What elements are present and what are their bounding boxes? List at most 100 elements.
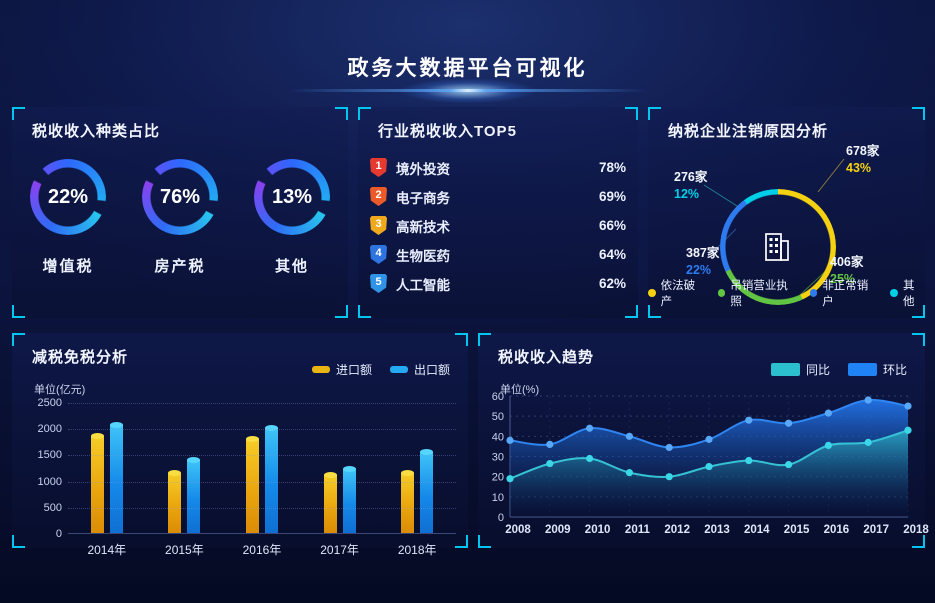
corner-bracket xyxy=(335,305,348,318)
svg-text:2011: 2011 xyxy=(625,524,651,536)
x-axis-tick-label: 2016年 xyxy=(242,543,282,557)
top5-rows: 1 境外投资 78% 2 电子商务 69% 3 高新技术 66% 4 生物医药 … xyxy=(370,153,626,298)
legend-label: 环比 xyxy=(882,363,907,377)
svg-text:2009: 2009 xyxy=(545,524,571,536)
import-bar xyxy=(401,469,415,533)
corner-bracket xyxy=(912,107,925,120)
svg-text:30: 30 xyxy=(492,452,504,464)
panel-tax-type-ratio: 税收收入种类占比 22% 增值税 76% 房产税 13% 其他 xyxy=(12,107,348,318)
svg-text:60: 60 xyxy=(492,391,504,403)
panel-title: 减税免税分析 xyxy=(32,349,129,366)
y-axis-tick-label: 0 xyxy=(55,528,62,540)
industry-percent: 78% xyxy=(598,160,626,175)
callout-406: 406家 25% xyxy=(830,254,863,288)
corner-bracket xyxy=(912,333,925,346)
gauge-ring xyxy=(254,159,330,235)
gauge-label: 其他 xyxy=(274,258,309,275)
svg-text:2013: 2013 xyxy=(704,524,730,536)
panel-title: 税收收入种类占比 xyxy=(32,123,161,140)
gauge-ring xyxy=(142,159,218,235)
industry-percent: 62% xyxy=(598,276,626,291)
svg-text:20: 20 xyxy=(492,472,504,484)
legend-dot-icon xyxy=(717,289,726,297)
x-axis-tick-label: 2018年 xyxy=(397,543,437,557)
legend-item-mom[interactable]: 环比 xyxy=(847,361,907,378)
rank-badge-icon: 2 xyxy=(370,187,387,206)
export-bar xyxy=(109,421,123,533)
gauge-ring xyxy=(30,159,106,235)
panel-tax-revenue-trend: 税收收入趋势 同比 环比 单位(%) 0 10 20 30 40 50 60 2008 2009… xyxy=(478,333,929,548)
top5-row: 3 高新技术 66% xyxy=(370,211,626,240)
legend-item-export[interactable]: 出口额 xyxy=(389,361,450,378)
industry-label: 电子商务 xyxy=(396,190,450,206)
industry-percent: 66% xyxy=(598,218,626,233)
corner-bracket xyxy=(648,305,661,318)
legend-dot-icon xyxy=(809,289,818,297)
gauge-property-tax: 76% 房产税 xyxy=(135,159,225,276)
svg-text:0: 0 xyxy=(498,512,504,524)
building-icon xyxy=(765,233,789,261)
export-bar xyxy=(264,425,278,533)
panel-title: 税收收入趋势 xyxy=(498,349,595,366)
legend-swatch-icon xyxy=(389,366,408,373)
legend-item-other[interactable]: 其他 xyxy=(890,277,925,309)
gridline xyxy=(68,455,456,457)
industry-label: 境外投资 xyxy=(396,161,450,177)
rank-bar xyxy=(462,164,584,171)
svg-text:50: 50 xyxy=(492,411,504,423)
legend-item-abnormal-closure[interactable]: 非正常销户 xyxy=(809,277,878,309)
panel-title: 纳税企业注销原因分析 xyxy=(668,123,829,140)
bar-group xyxy=(245,425,278,533)
svg-text:2008: 2008 xyxy=(505,524,531,536)
panel-deregistration-analysis: 纳税企业注销原因分析 678家 43% 276家 12% 387家 22% xyxy=(648,107,925,318)
rank-badge-icon: 3 xyxy=(370,216,387,235)
corner-bracket xyxy=(912,535,925,548)
bar-group xyxy=(168,456,201,533)
industry-label: 人工智能 xyxy=(396,277,450,293)
corner-bracket xyxy=(358,305,371,318)
callout-387: 387家 22% xyxy=(686,245,719,279)
callout-percent: 22% xyxy=(686,263,712,277)
x-axis-labels: 2014年 2015年 2016年 2017年 2018年 xyxy=(68,541,456,558)
x-axis-tick-label: 2015年 xyxy=(165,543,204,557)
gauge-percent: 22% xyxy=(47,185,89,208)
y-axis-tick-label: 500 xyxy=(43,501,62,514)
header-light-streak xyxy=(287,89,648,92)
callout-percent: 25% xyxy=(830,272,856,286)
legend-item-import[interactable]: 进口额 xyxy=(311,361,372,378)
top5-row: 4 生物医药 64% xyxy=(370,240,626,269)
callout-678: 678家 43% xyxy=(846,143,879,177)
x-axis-tick-label: 2017年 xyxy=(320,543,359,557)
legend-label: 同比 xyxy=(805,363,830,377)
corner-bracket xyxy=(625,107,638,120)
legend-item-license-revoked[interactable]: 吊销营业执照 xyxy=(717,277,797,309)
bar-chart-legend: 进口额 出口额 xyxy=(311,361,450,378)
gridline xyxy=(68,403,456,404)
legend-label: 出口额 xyxy=(413,363,450,377)
legend-swatch-icon xyxy=(770,363,800,376)
y-axis-tick-label: 2000 xyxy=(37,423,62,436)
callout-count: 387家 xyxy=(686,246,720,260)
svg-text:2014: 2014 xyxy=(744,524,770,536)
rank-badge-icon: 5 xyxy=(370,274,387,293)
corner-bracket xyxy=(478,535,491,548)
corner-bracket xyxy=(12,535,25,548)
corner-bracket xyxy=(12,107,25,120)
y-axis-tick-label: 2500 xyxy=(37,397,62,409)
rank-bar xyxy=(462,222,584,229)
callout-percent: 12% xyxy=(674,187,700,201)
gauge-label: 增值税 xyxy=(42,258,94,275)
gauge-other: 13% 其他 xyxy=(247,159,337,276)
y-axis-tick-label: 1500 xyxy=(37,449,62,462)
rank-badge-icon: 1 xyxy=(370,158,387,177)
legend-item-bankruptcy[interactable]: 依法破产 xyxy=(648,277,705,309)
top5-row: 1 境外投资 78% xyxy=(370,153,626,182)
rank-bar xyxy=(462,280,584,287)
svg-text:2017: 2017 xyxy=(863,524,889,536)
gridline xyxy=(68,481,456,483)
legend-label: 其他 xyxy=(903,280,915,308)
rank-bar xyxy=(462,251,584,258)
legend-label: 非正常销户 xyxy=(822,280,869,308)
legend-item-yoy[interactable]: 同比 xyxy=(770,361,830,378)
industry-label: 高新技术 xyxy=(396,219,450,235)
